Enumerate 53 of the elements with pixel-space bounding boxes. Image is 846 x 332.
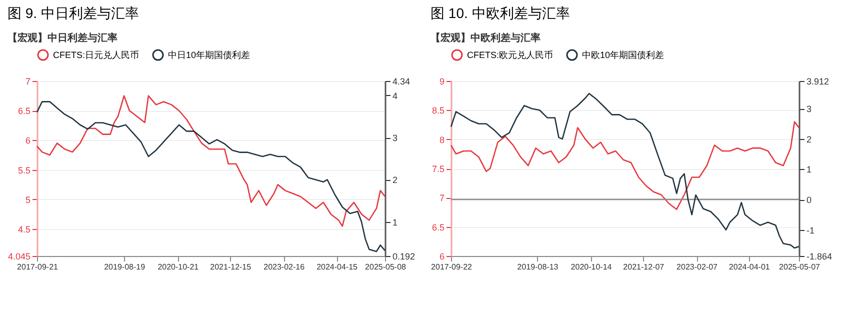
x-tick-label: 2019-08-19 [104, 262, 146, 272]
line-series [36, 95, 386, 227]
x-tick-label: 2019-08-13 [517, 262, 559, 272]
y-tick-label: 5.5 [18, 165, 30, 176]
y-tick-label: 4.5 [18, 224, 30, 235]
legend-label: CFETS:欧元兑人民币 [467, 50, 554, 60]
y2-tick-label: 1 [806, 164, 812, 175]
y-tick-label: 8.5 [432, 106, 444, 116]
legend-label: CFETS:日元兑人民币 [53, 50, 140, 60]
chart-subtitle: 【宏观】中日利差与汇率 [7, 32, 118, 44]
x-tick-label: 2023-02-16 [264, 262, 306, 272]
x-tick-label: 2021-12-07 [623, 262, 665, 272]
x-tick-label: 2021-12-15 [210, 262, 252, 272]
y2-tick-label: 4.34 [392, 76, 410, 86]
y-tick-label: 6 [439, 252, 444, 262]
line-series [450, 121, 800, 210]
y2-tick-label: -1.864 [806, 252, 832, 262]
y-tick-label: 6.5 [432, 222, 444, 232]
x-tick-label: 2020-10-21 [158, 262, 200, 272]
y-tick-label: 6.5 [18, 106, 30, 116]
y2-tick-label: 2 [806, 134, 812, 144]
chart-title: 图 10. 中欧利差与汇率 [430, 5, 570, 21]
legend-label: 中欧10年期国债利差 [582, 50, 664, 60]
y-tick-label: 6 [25, 136, 30, 146]
chart-subtitle: 【宏观】中欧利差与汇率 [430, 32, 541, 44]
x-tick-label: 2023-02-07 [676, 262, 718, 272]
y-tick-label: 4.045 [8, 252, 30, 262]
y2-tick-label: 1 [392, 217, 398, 228]
x-tick-label: 2024-04-15 [316, 262, 358, 272]
x-tick-label: 2024-04-01 [728, 262, 770, 272]
x-tick-label: 2025-05-07 [779, 262, 821, 272]
chart-title: 图 9. 中日利差与汇率 [7, 5, 139, 21]
y2-tick-label: 0.192 [392, 252, 416, 262]
line-series [450, 92, 800, 249]
y-tick-label: 5 [25, 194, 30, 205]
y2-tick-label: 3 [806, 104, 812, 114]
x-tick-label: 2025-05-08 [365, 262, 407, 272]
y-tick-label: 7.5 [432, 164, 444, 174]
y2-tick-label: 3.912 [806, 76, 830, 86]
y-tick-label: 9 [439, 76, 444, 86]
y-tick-label: 7 [25, 76, 30, 86]
legend-label: 中日10年期国债利差 [168, 50, 250, 60]
y2-tick-label: 3 [392, 133, 398, 144]
x-tick-label: 2017-09-22 [431, 262, 473, 272]
y2-tick-label: 0 [806, 195, 812, 206]
y2-tick-label: -1 [806, 225, 815, 236]
line-series [36, 101, 386, 252]
x-tick-label: 2020-10-14 [570, 262, 612, 272]
y2-tick-label: 4 [392, 90, 398, 101]
y2-tick-label: 2 [392, 175, 398, 186]
y-tick-label: 7 [439, 193, 444, 204]
y-tick-label: 8 [439, 134, 444, 145]
x-tick-label: 2017-09-21 [17, 262, 59, 272]
